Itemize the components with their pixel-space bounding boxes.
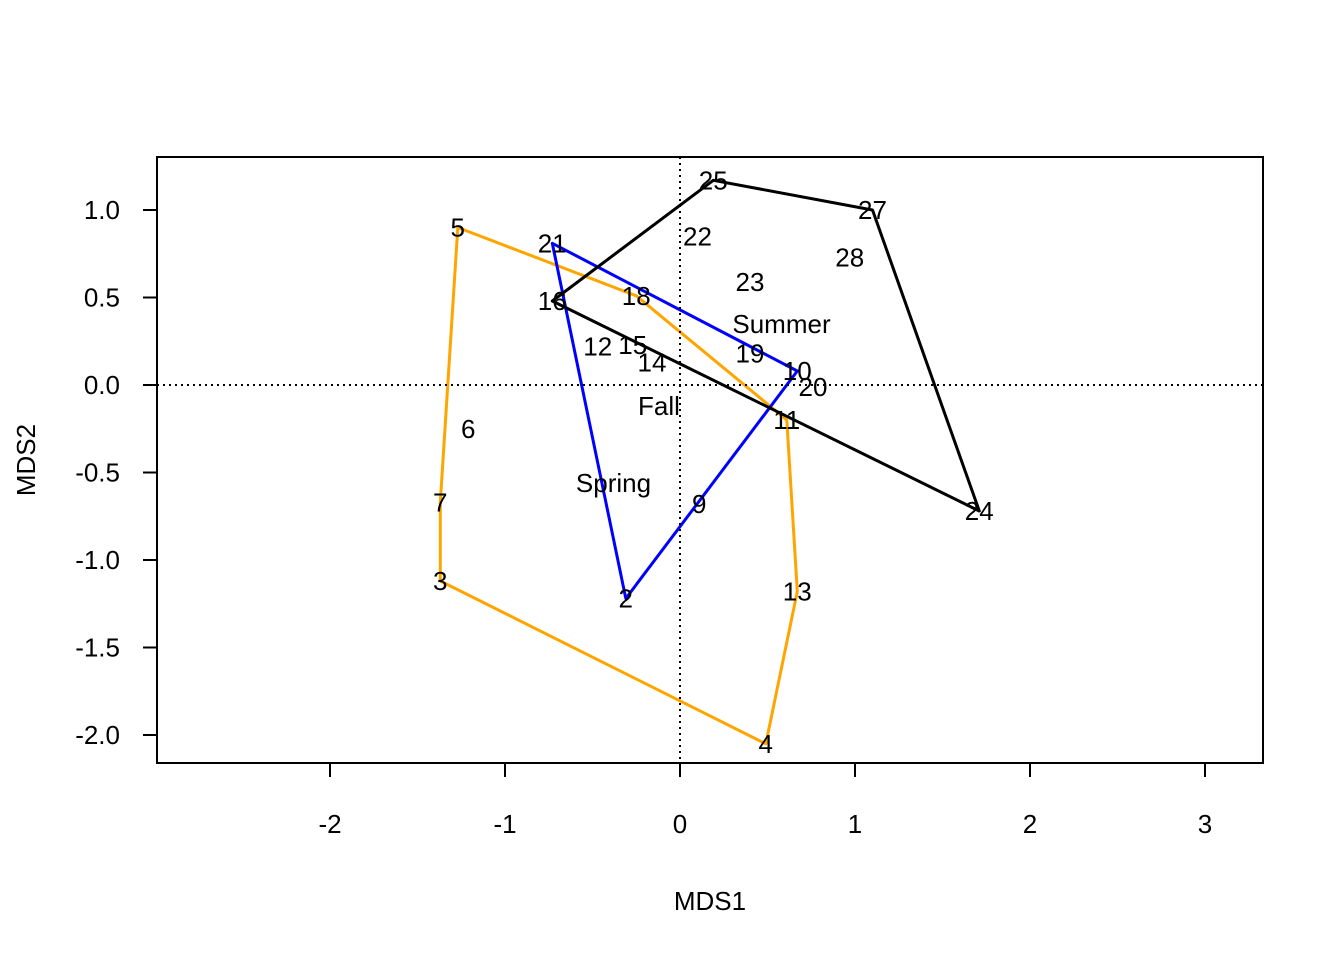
point-label-10: 10	[783, 356, 812, 386]
x-tick-label: -1	[493, 809, 516, 839]
x-tick-label: 1	[848, 809, 862, 839]
x-axis: -2 -1 0 1 2 3	[318, 762, 1212, 839]
y-tick-label: 0.0	[84, 370, 120, 400]
x-tick-label: 3	[1198, 809, 1212, 839]
point-label-12: 12	[583, 332, 612, 362]
point-label-9: 9	[692, 489, 706, 519]
point-label-13: 13	[783, 577, 812, 607]
point-label-5: 5	[451, 213, 465, 243]
y-axis-title: MDS2	[11, 424, 41, 496]
point-label-6: 6	[461, 414, 475, 444]
point-label-19: 19	[736, 339, 765, 369]
point-label-4: 4	[759, 729, 773, 759]
hull-2	[550, 241, 799, 600]
y-tick-label: 1.0	[84, 195, 120, 225]
group-label-summer: Summer	[732, 309, 831, 339]
group-label-fall: Fall	[638, 391, 680, 421]
point-label-20: 20	[799, 372, 828, 402]
point-label-28: 28	[835, 242, 864, 272]
point-label-15: 15	[618, 330, 647, 360]
group-hulls	[438, 178, 981, 746]
x-tick-label: 0	[673, 809, 687, 839]
point-label-16: 16	[538, 286, 567, 316]
x-tick-label: -2	[318, 809, 341, 839]
y-tick-label: -2.0	[75, 720, 120, 750]
group-labels: Summer Fall Spring	[576, 309, 831, 498]
x-tick-label: 2	[1023, 809, 1037, 839]
y-tick-label: -1.5	[75, 633, 120, 663]
group-label-spring: Spring	[576, 468, 651, 498]
point-label-25: 25	[699, 165, 728, 195]
point-label-18: 18	[622, 281, 651, 311]
point-label-23: 23	[736, 267, 765, 297]
x-axis-title: MDS1	[674, 886, 746, 916]
point-label-27: 27	[858, 195, 887, 225]
y-axis: -2.0 -1.5 -1.0 -0.5 0.0 0.5 1.0	[75, 195, 158, 750]
reference-lines	[157, 157, 1263, 763]
point-label-7: 7	[433, 487, 447, 517]
y-tick-label: 0.5	[84, 283, 120, 313]
y-tick-label: -0.5	[75, 458, 120, 488]
point-label-3: 3	[433, 566, 447, 596]
point-label-2: 2	[619, 584, 633, 614]
hull-3	[550, 178, 981, 513]
point-label-21: 21	[538, 228, 567, 258]
hull-1	[438, 226, 799, 746]
point-label-11: 11	[773, 405, 800, 435]
point-label-24: 24	[965, 496, 994, 526]
point-label-14: 14	[638, 347, 667, 377]
y-tick-label: -1.0	[75, 545, 120, 575]
point-label-22: 22	[683, 221, 712, 251]
